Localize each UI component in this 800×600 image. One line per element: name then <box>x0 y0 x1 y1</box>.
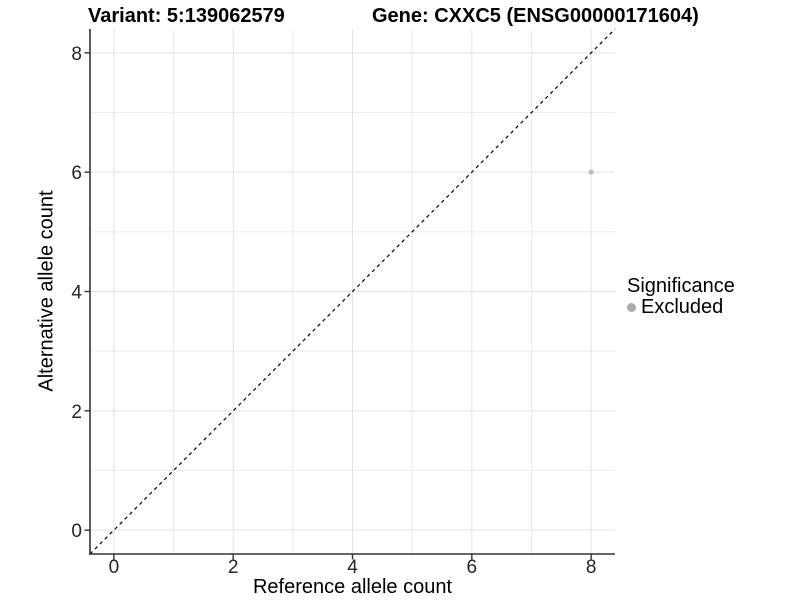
x-tick-label: 0 <box>109 557 120 578</box>
x-axis-title: Reference allele count <box>252 576 452 598</box>
y-tick-label: 4 <box>71 283 82 304</box>
x-tick-label: 4 <box>347 557 358 578</box>
y-tick-label: 6 <box>71 163 82 184</box>
legend-item-label: Excluded <box>641 296 724 318</box>
y-tick-label: 0 <box>71 521 82 542</box>
legend-items: Excluded <box>627 297 735 318</box>
x-tick-label: 6 <box>467 557 478 578</box>
legend-title: Significance <box>627 275 735 297</box>
y-tick-label: 2 <box>71 402 82 423</box>
y-tick-label: 8 <box>71 44 82 65</box>
plot-title-gene: Gene: CXXC5 (ENSG00000171604) <box>372 5 699 27</box>
identity-reference-line <box>89 28 616 555</box>
legend: Significance Excluded <box>627 275 735 318</box>
legend-marker-icon <box>627 303 636 312</box>
data-point <box>588 169 594 175</box>
legend-item: Excluded <box>627 297 735 318</box>
y-axis-title: Alternative allele count <box>35 190 58 392</box>
plot-title-variant: Variant: 5:139062579 <box>88 5 285 27</box>
x-tick-label: 8 <box>586 557 597 578</box>
x-tick-label: 2 <box>228 557 239 578</box>
